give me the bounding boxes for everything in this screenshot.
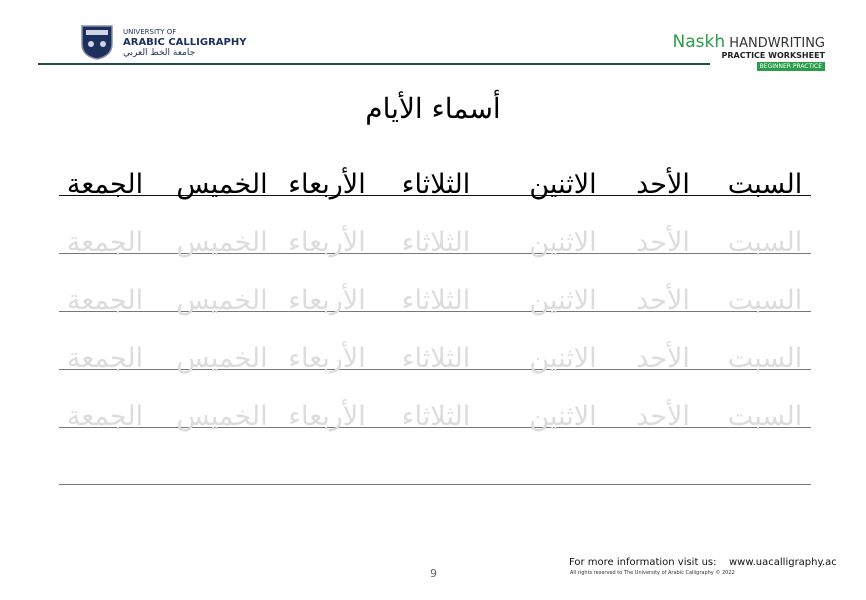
uni-line1: UNIVERSITY OF: [123, 28, 177, 36]
trace-word: الأربعاء: [288, 285, 366, 316]
trace-word: الجمعة: [66, 401, 144, 432]
trace-word: الأربعاء: [288, 401, 366, 432]
day-word: السبت: [727, 169, 803, 200]
footer-info: For more information visit us:: [569, 557, 717, 568]
trace-word: السبت: [727, 227, 803, 258]
brand-script: Naskh: [672, 32, 726, 52]
brand-title: HANDWRITING: [729, 36, 825, 51]
guide-line: [59, 311, 811, 312]
guide-line: [59, 195, 811, 196]
trace-word: الجمعة: [66, 227, 144, 258]
trace-word: الثلاثاء: [401, 401, 471, 432]
guide-line: [59, 369, 811, 370]
trace-word: الاثنين: [529, 401, 597, 432]
day-word: الأربعاء: [288, 169, 366, 200]
day-word: الاثنين: [529, 169, 597, 200]
guide-line: [59, 253, 811, 254]
trace-word: الخميس: [176, 285, 268, 316]
title: أسماء الأيام: [365, 92, 501, 125]
trace-word: الاثنين: [529, 285, 597, 316]
logo: [81, 25, 113, 60]
trace-word: الأحد: [636, 227, 690, 258]
page-number: 9: [430, 567, 437, 580]
trace-word: الأحد: [636, 343, 690, 374]
uni-arabic: جامعة الخط العربي: [123, 48, 196, 58]
trace-word: السبت: [727, 285, 803, 316]
header-line: [38, 63, 710, 65]
trace-word: الاثنين: [529, 227, 597, 258]
trace-word: الجمعة: [66, 343, 144, 374]
trace-word: السبت: [727, 343, 803, 374]
day-word: الأحد: [636, 169, 690, 200]
uni-line2: ARABIC CALLIGRAPHY: [123, 37, 247, 48]
brand-subtitle: PRACTICE WORKSHEET: [721, 51, 825, 60]
trace-word: الثلاثاء: [401, 227, 471, 258]
trace-word: الخميس: [176, 401, 268, 432]
footer-rights: All rights reserved to The University of…: [570, 570, 735, 576]
day-word: الخميس: [176, 169, 268, 200]
trace-word: الأحد: [636, 401, 690, 432]
trace-word: الأربعاء: [288, 227, 366, 258]
trace-word: الجمعة: [66, 285, 144, 316]
trace-word: الخميس: [176, 227, 268, 258]
badge: BEGINNER PRACTICE: [756, 62, 825, 71]
day-word: الثلاثاء: [401, 169, 471, 200]
footer-url: www.uacalligraphy.ac: [729, 557, 837, 568]
day-word: الجمعة: [66, 169, 144, 200]
trace-word: الأربعاء: [288, 343, 366, 374]
trace-word: الأحد: [636, 285, 690, 316]
trace-word: الخميس: [176, 343, 268, 374]
trace-word: الثلاثاء: [401, 343, 471, 374]
guide-line: [59, 427, 811, 428]
guide-line: [59, 484, 811, 485]
trace-word: السبت: [727, 401, 803, 432]
trace-word: الاثنين: [529, 343, 597, 374]
trace-word: الثلاثاء: [401, 285, 471, 316]
brand: Naskh HANDWRITING: [673, 32, 825, 52]
